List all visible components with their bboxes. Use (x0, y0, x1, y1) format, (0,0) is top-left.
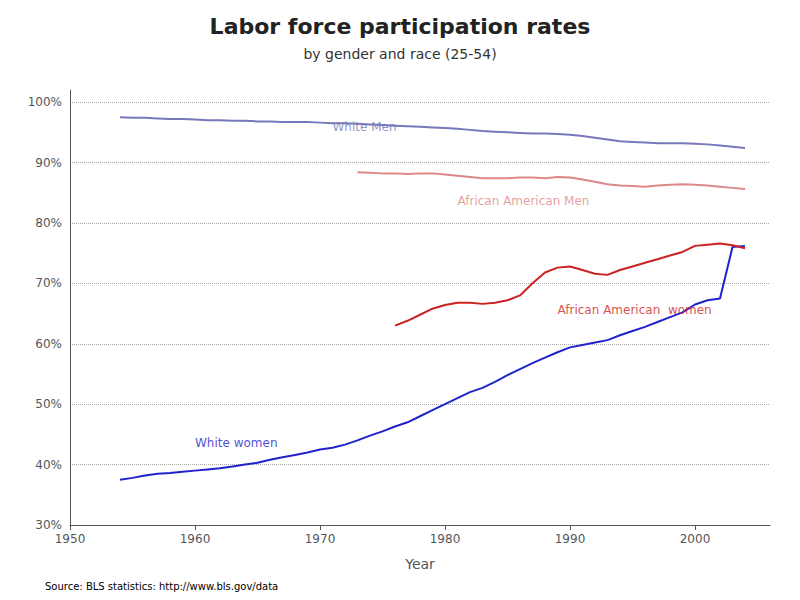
svg-text:White women: White women (195, 436, 278, 450)
svg-text:by gender and race (25-54): by gender and race (25-54) (303, 46, 496, 62)
svg-text:80%: 80% (35, 216, 62, 230)
svg-text:40%: 40% (35, 458, 62, 472)
svg-text:70%: 70% (35, 276, 62, 290)
svg-text:African American Men: African American Men (458, 194, 590, 208)
svg-text:50%: 50% (35, 397, 62, 411)
svg-text:Year: Year (404, 556, 435, 572)
svg-text:1990: 1990 (555, 532, 586, 546)
svg-text:1960: 1960 (180, 532, 211, 546)
svg-text:1980: 1980 (430, 532, 461, 546)
svg-text:White Men: White Men (333, 120, 397, 134)
svg-text:African American women: African American women (558, 303, 712, 317)
svg-text:1950: 1950 (55, 532, 86, 546)
svg-text:60%: 60% (35, 337, 62, 351)
svg-text:Source: BLS statistics: http:/: Source: BLS statistics: http://www.bls.g… (45, 581, 278, 592)
svg-text:1970: 1970 (305, 532, 336, 546)
svg-text:100%: 100% (28, 95, 62, 109)
svg-text:2000: 2000 (680, 532, 711, 546)
svg-text:90%: 90% (35, 156, 62, 170)
svg-text:30%: 30% (35, 518, 62, 532)
svg-text:Labor force participation rate: Labor force participation rates (210, 14, 591, 39)
